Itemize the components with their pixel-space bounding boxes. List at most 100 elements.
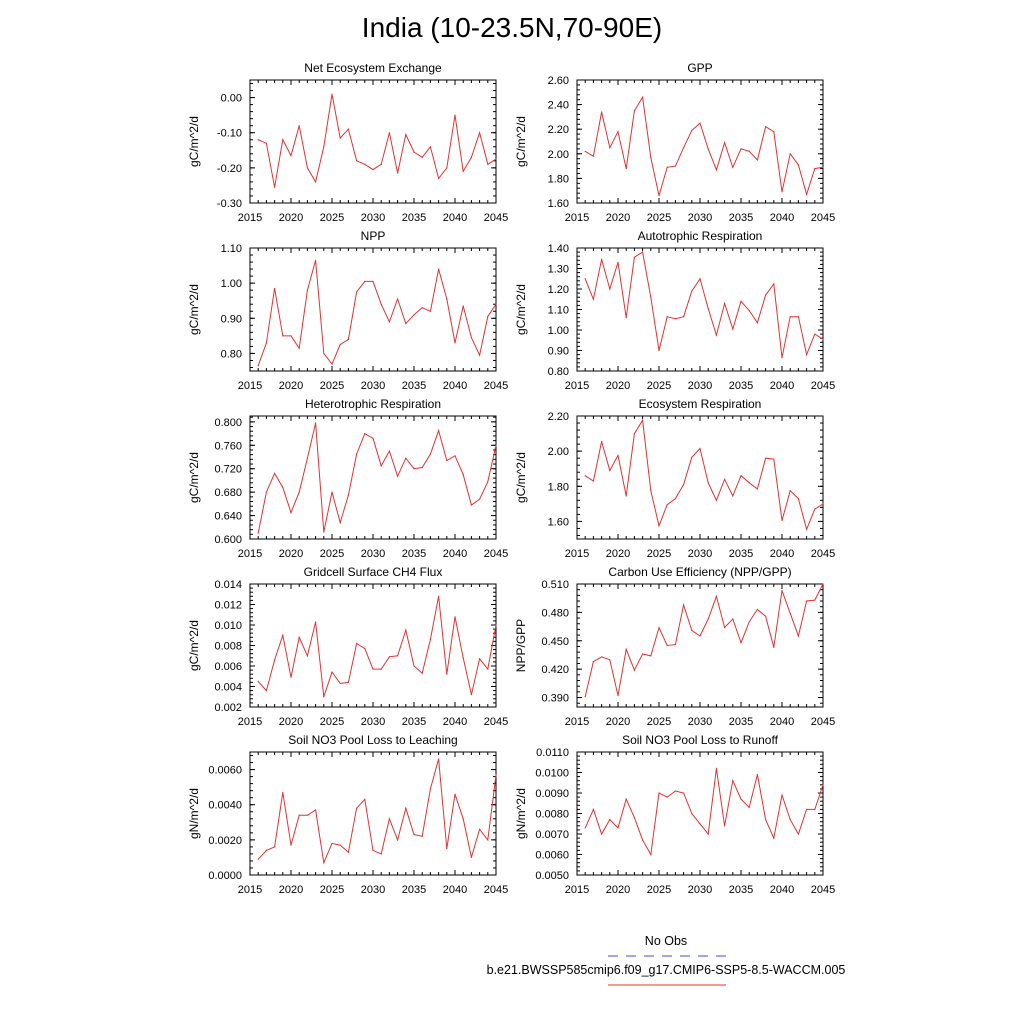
x-tick-label: 2040 <box>443 716 467 728</box>
data-point <box>356 807 358 809</box>
data-point <box>454 793 456 795</box>
data-point <box>592 155 595 157</box>
data-point <box>625 317 627 319</box>
data-point <box>732 495 734 497</box>
data-point <box>691 129 693 132</box>
x-tick-label: 2040 <box>770 548 794 560</box>
plot-frame <box>576 247 824 372</box>
data-point <box>438 758 440 760</box>
data-point <box>274 287 276 290</box>
y-tick-label: 0.0080 <box>535 809 569 821</box>
y-axis-label: gC/m^2/d <box>514 284 528 335</box>
series-line <box>584 768 824 857</box>
data-point <box>339 682 341 685</box>
data-point <box>479 132 481 134</box>
data-point <box>683 316 685 318</box>
x-tick-label: 2025 <box>647 212 671 224</box>
y-tick-label: 0.510 <box>541 579 569 591</box>
data-point <box>584 475 586 477</box>
data-point <box>650 853 652 856</box>
x-tick-label: 2025 <box>320 212 344 224</box>
data-point <box>479 658 481 660</box>
y-axis-label: gC/m^2/d <box>187 452 201 503</box>
data-point <box>650 156 652 159</box>
data-point <box>298 125 300 127</box>
data-point <box>773 646 775 648</box>
data-point <box>789 316 791 318</box>
data-point <box>650 296 652 298</box>
x-tick-label: 2020 <box>606 884 630 896</box>
data-point <box>274 846 276 848</box>
data-point <box>674 318 677 320</box>
plot-frame <box>576 79 824 204</box>
data-point <box>274 186 276 188</box>
data-point <box>446 673 448 675</box>
data-point <box>429 788 431 790</box>
x-tick-label: 2040 <box>443 548 467 560</box>
data-point <box>683 604 685 606</box>
y-tick-label: 0.014 <box>214 579 242 591</box>
data-point <box>789 490 791 492</box>
data-point <box>315 809 317 811</box>
data-point <box>347 338 349 340</box>
y-axis-label: gN/m^2/d <box>187 788 201 839</box>
x-tick-label: 2040 <box>770 716 794 728</box>
y-axis-label: gC/m^2/d <box>187 620 201 671</box>
data-point <box>666 644 668 647</box>
data-point <box>397 298 399 300</box>
data-point <box>797 316 800 318</box>
y-tick-label: 1.10 <box>221 243 242 255</box>
data-point <box>748 482 750 484</box>
plot-frame <box>249 583 497 708</box>
y-tick-label: 1.80 <box>548 173 569 185</box>
data-point <box>617 827 619 829</box>
data-point <box>282 791 284 794</box>
data-point <box>356 642 358 645</box>
data-point <box>609 469 611 472</box>
data-point <box>748 309 750 312</box>
data-point <box>715 595 718 597</box>
x-tick-label: 2035 <box>402 884 426 896</box>
data-point <box>781 519 783 522</box>
data-point <box>339 344 341 346</box>
data-point <box>707 482 709 484</box>
y-tick-label: 0.720 <box>214 464 242 476</box>
y-tick-label: 0.0060 <box>535 850 569 862</box>
panel-6: Gridcell Surface CH4 Flux gC/m^2/d 2015 202… <box>187 565 508 728</box>
data-point <box>438 595 440 597</box>
x-tick-label: 2015 <box>565 380 589 392</box>
y-tick-label: 0.480 <box>541 607 569 619</box>
y-tick-label: 0.002 <box>214 702 242 714</box>
data-point <box>397 655 399 657</box>
data-point <box>748 621 750 623</box>
x-tick-label: 2025 <box>647 548 671 560</box>
data-point <box>625 648 627 650</box>
data-point <box>306 457 308 459</box>
data-point <box>691 812 693 815</box>
panel-title: Heterotrophic Respiration <box>305 397 441 411</box>
data-point <box>315 422 317 424</box>
x-tick-label: 2040 <box>443 884 467 896</box>
data-point <box>421 307 423 309</box>
x-tick-label: 2030 <box>361 884 385 896</box>
data-point <box>658 525 660 527</box>
figure-title: India (10-23.5N,70-90E) <box>361 12 663 43</box>
data-point <box>257 365 259 367</box>
y-axis-label: gC/m^2/d <box>514 116 528 167</box>
data-point <box>265 342 267 344</box>
data-point <box>584 278 586 280</box>
data-point <box>822 784 824 786</box>
data-point <box>257 139 259 141</box>
data-point <box>438 430 440 432</box>
data-point <box>487 839 489 841</box>
x-tick-label: 2035 <box>402 380 426 392</box>
data-point <box>372 280 374 282</box>
data-point <box>479 354 481 356</box>
plot-frame <box>249 751 497 876</box>
data-point <box>339 844 341 846</box>
data-point <box>617 454 619 457</box>
data-point <box>814 167 816 170</box>
series-line <box>584 418 824 531</box>
data-point <box>806 193 808 195</box>
y-tick-label: 0.600 <box>214 534 242 546</box>
